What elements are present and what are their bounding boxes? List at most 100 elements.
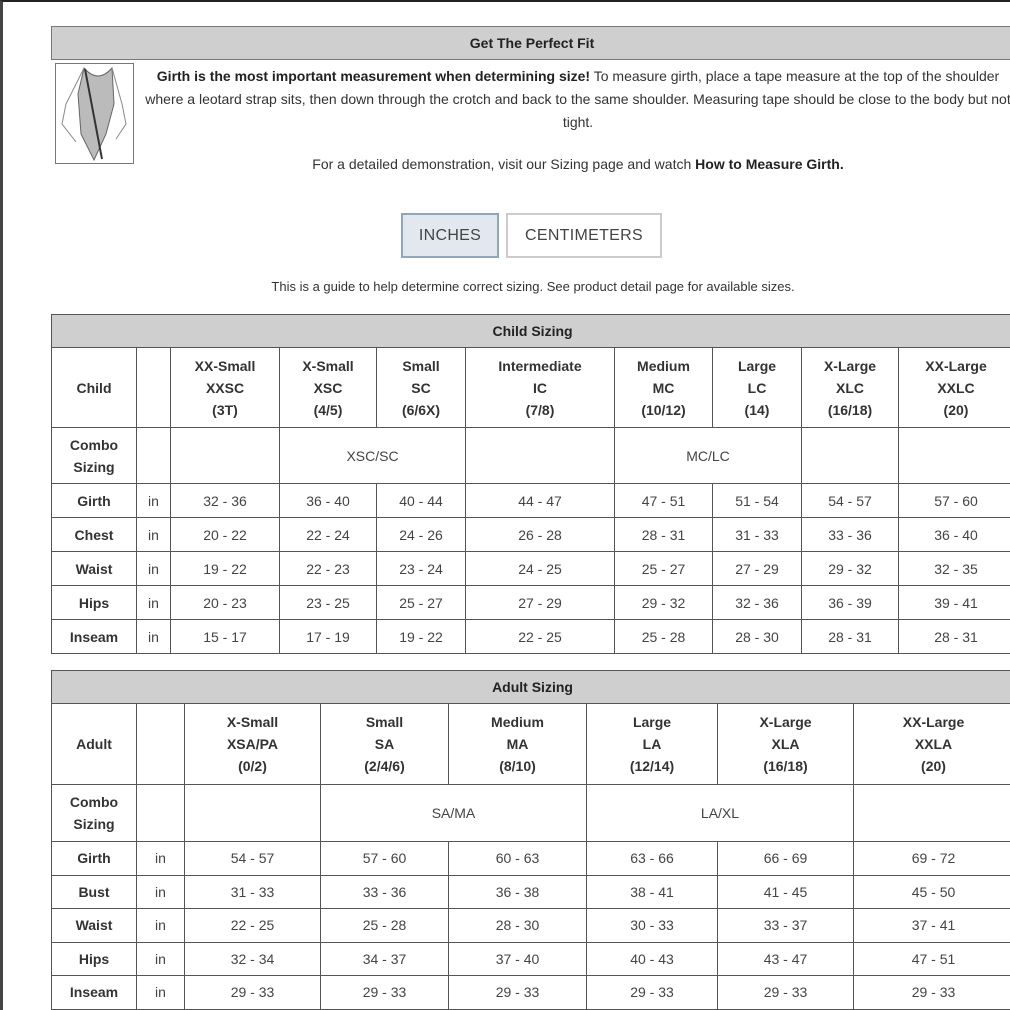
demo-text: For a detailed demonstration, visit our …: [312, 156, 696, 172]
measurement-value: 25 - 28: [614, 619, 713, 654]
size-header: Large LA (12/14): [586, 703, 718, 785]
measurement-value: 54 - 57: [184, 841, 321, 876]
measurement-value: 29 - 33: [184, 975, 321, 1010]
unit-header: [136, 703, 185, 785]
unit-cell: in: [136, 483, 171, 518]
measurement-name: Girth: [51, 483, 137, 518]
combo-cell: [897, 427, 1010, 484]
sizing-guide-note: This is a guide to help determine correc…: [271, 279, 795, 294]
size-header-line: (7/8): [525, 401, 555, 418]
unit-cell: in: [136, 908, 185, 943]
measurement-value: 24 - 26: [376, 517, 466, 552]
measurement-value: 36 - 40: [279, 483, 377, 518]
measurement-name: Hips: [51, 585, 137, 620]
child-label: Child: [51, 347, 137, 428]
size-header-line: XXSC: [205, 379, 245, 396]
size-header: Small SA (2/4/6): [320, 703, 449, 785]
measurement-value: 26 - 28: [465, 517, 615, 552]
size-header-line: (16/18): [763, 758, 808, 774]
centimeters-button[interactable]: CENTIMETERS: [506, 213, 662, 258]
size-header-line: Medium: [491, 714, 544, 730]
size-header-line: (6/6X): [401, 401, 441, 418]
combo-label-line: Combo: [69, 436, 119, 453]
measurement-value: 22 - 23: [279, 551, 377, 586]
measurement-value: 22 - 25: [465, 619, 615, 654]
size-header-line: (8/10): [499, 758, 536, 774]
unit-cell: in: [136, 619, 171, 654]
measurement-value: 22 - 24: [279, 517, 377, 552]
measurement-value: 36 - 40: [897, 517, 1010, 552]
size-header-line: SC: [411, 379, 431, 396]
unit-cell: in: [136, 874, 185, 909]
inches-button[interactable]: INCHES: [401, 213, 499, 258]
unit-cell: [136, 427, 171, 484]
size-header-line: XXLC: [937, 379, 975, 396]
measurement-value: 25 - 28: [320, 908, 449, 943]
intro-text: To measure girth, place a tape measure a…: [145, 68, 1010, 130]
measurement-name: Hips: [51, 941, 137, 976]
size-header-line: XLC: [836, 379, 864, 396]
size-header-line: XXLA: [914, 736, 953, 752]
size-header-line: XLA: [771, 736, 800, 752]
measurement-value: 34 - 37: [320, 941, 449, 976]
size-header-line: LA: [642, 736, 662, 752]
size-header-line: X-Small: [226, 714, 279, 730]
measurement-value: 24 - 25: [465, 551, 615, 586]
size-header: Small SC (6/6X): [376, 347, 466, 428]
measurement-name: Waist: [51, 908, 137, 943]
measurement-value: 31 - 33: [712, 517, 802, 552]
measurement-value: 29 - 32: [614, 585, 713, 620]
size-header-line: (4/5): [313, 401, 343, 418]
measurement-name: Inseam: [51, 975, 137, 1010]
unit-cell: in: [136, 841, 185, 876]
measurement-value: 38 - 41: [586, 874, 718, 909]
size-header-line: (2/4/6): [364, 758, 405, 774]
demo-line: For a detailed demonstration, visit our …: [143, 156, 1010, 172]
child-table-title: Child Sizing: [50, 314, 1010, 348]
measurement-value: 22 - 25: [184, 908, 321, 943]
measurement-value: 28 - 30: [712, 619, 802, 654]
size-header-line: (3T): [212, 401, 238, 418]
measurement-value: 47 - 51: [614, 483, 713, 518]
measurement-value: 45 - 50: [852, 874, 1010, 909]
measurement-value: 33 - 36: [801, 517, 899, 552]
measurement-value: 32 - 34: [184, 941, 321, 976]
table-row: Waist in 19 - 22 22 - 23 23 - 24 24 - 25 25 - …: [51, 551, 1010, 586]
table-row: Bust in 31 - 33 33 - 36 36 - 38 38 - 41 41 - 4…: [51, 874, 1010, 909]
measurement-value: 28 - 31: [801, 619, 899, 654]
measurement-value: 36 - 38: [448, 874, 587, 909]
size-header-line: Small: [365, 714, 404, 730]
measurement-value: 63 - 66: [586, 841, 718, 876]
measurement-value: 57 - 60: [897, 483, 1010, 518]
combo-cell: [801, 427, 899, 484]
measurement-value: 44 - 47: [465, 483, 615, 518]
size-header-line: (10/12): [641, 401, 686, 418]
measurement-value: 47 - 51: [852, 941, 1010, 976]
table-row: Girth in 54 - 57 57 - 60 60 - 63 63 - 66 66 - …: [51, 841, 1010, 876]
unit-header: [136, 347, 171, 428]
measurement-value: 37 - 40: [448, 941, 587, 976]
intro-bold: Girth is the most important measurement …: [156, 68, 591, 84]
measurement-value: 32 - 36: [170, 483, 280, 518]
unit-cell: [136, 784, 185, 842]
combo-cell: LA/XL: [586, 784, 854, 842]
how-to-measure-link[interactable]: How to Measure Girth.: [695, 156, 844, 172]
combo-cell: [170, 427, 280, 484]
combo-label: Combo Sizing: [51, 784, 137, 842]
measurement-value: 41 - 45: [717, 874, 854, 909]
measurement-value: 29 - 33: [852, 975, 1010, 1010]
unit-cell: in: [136, 517, 171, 552]
measurement-value: 57 - 60: [320, 841, 449, 876]
unit-cell: in: [136, 941, 185, 976]
measurement-value: 29 - 33: [586, 975, 718, 1010]
size-header-line: SA: [374, 736, 395, 752]
measurement-value: 36 - 39: [801, 585, 899, 620]
measurement-value: 19 - 22: [376, 619, 466, 654]
measurement-value: 33 - 37: [717, 908, 854, 943]
measurement-value: 28 - 31: [897, 619, 1010, 654]
unit-cell: in: [136, 975, 185, 1010]
measurement-value: 20 - 22: [170, 517, 280, 552]
measurement-value: 69 - 72: [852, 841, 1010, 876]
size-header-line: (20): [921, 758, 946, 774]
measurement-value: 25 - 27: [376, 585, 466, 620]
